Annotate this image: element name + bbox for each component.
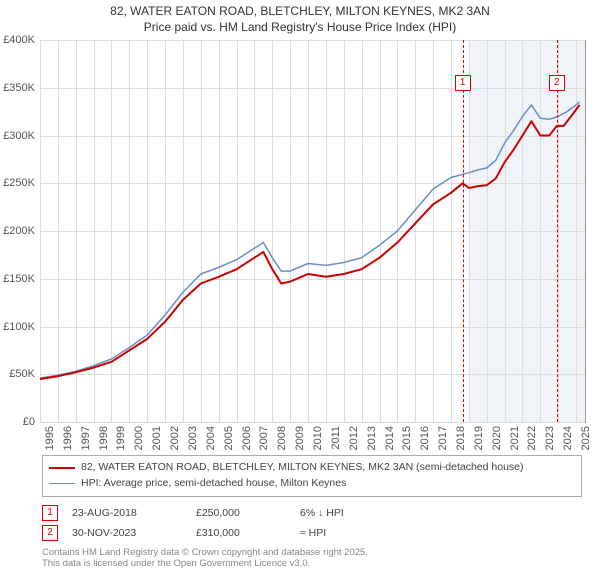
transaction-price: £250,000 [196, 507, 286, 519]
ytick-label: £300K [3, 130, 35, 142]
xtick-label: 2013 [366, 426, 378, 450]
ytick-label: £250K [3, 177, 35, 189]
xtick-label: 2007 [258, 426, 270, 450]
xtick-label: 2012 [348, 426, 360, 450]
legend: 82, WATER EATON ROAD, BLETCHLEY, MILTON … [42, 455, 582, 570]
series-price_paid [40, 105, 580, 379]
footer-line1: Contains HM Land Registry data © Crown c… [42, 547, 582, 559]
xtick-label: 1995 [44, 426, 56, 450]
xtick-label: 2014 [384, 426, 396, 450]
xtick-label: 2018 [455, 426, 467, 450]
transaction-date: 30-NOV-2023 [72, 527, 182, 539]
series-hpi [40, 102, 580, 378]
xtick-label: 2004 [205, 426, 217, 450]
footer-line2: This data is licensed under the Open Gov… [42, 558, 582, 570]
xtick-label: 1998 [98, 426, 110, 450]
xtick-label: 2000 [133, 426, 145, 450]
legend-row-price-paid: 82, WATER EATON ROAD, BLETCHLEY, MILTON … [49, 460, 575, 476]
xtick-label: 2003 [187, 426, 199, 450]
legend-box: 82, WATER EATON ROAD, BLETCHLEY, MILTON … [42, 455, 582, 497]
marker-box: 1 [455, 75, 471, 91]
transaction-price: £310,000 [196, 527, 286, 539]
chart-area: 12 £0£50K£100K£150K£200K£250K£300K£350K£… [40, 40, 585, 422]
xtick-label: 2005 [223, 426, 235, 450]
xtick-label: 2011 [330, 426, 342, 450]
xtick-label: 2020 [491, 426, 503, 450]
ytick-label: £400K [3, 34, 35, 46]
legend-label-hpi: HPI: Average price, semi-detached house,… [81, 476, 346, 492]
xtick-label: 1997 [80, 426, 92, 450]
transaction-row: 1 23-AUG-2018 £250,000 6% ↓ HPI [42, 503, 582, 523]
transactions-table: 1 23-AUG-2018 £250,000 6% ↓ HPI 2 30-NOV… [42, 503, 582, 543]
chart-title-line1: 82, WATER EATON ROAD, BLETCHLEY, MILTON … [0, 4, 600, 20]
marker-box: 2 [549, 75, 565, 91]
ytick-label: £350K [3, 82, 35, 94]
xtick-label: 2006 [241, 426, 253, 450]
transaction-row: 2 30-NOV-2023 £310,000 ≈ HPI [42, 523, 582, 543]
legend-label-price-paid: 82, WATER EATON ROAD, BLETCHLEY, MILTON … [81, 460, 524, 476]
gridline-h [40, 422, 585, 423]
xtick-label: 2022 [526, 426, 538, 450]
transaction-date: 23-AUG-2018 [72, 507, 182, 519]
ytick-label: £50K [9, 368, 35, 380]
xtick-label: 2002 [169, 426, 181, 450]
xtick-label: 2025 [580, 426, 592, 450]
xtick-label: 2023 [544, 426, 556, 450]
legend-row-hpi: HPI: Average price, semi-detached house,… [49, 476, 575, 492]
xtick-label: 2008 [276, 426, 288, 450]
ytick-label: £0 [23, 416, 35, 428]
ytick-label: £150K [3, 273, 35, 285]
xtick-label: 2009 [294, 426, 306, 450]
ytick-label: £100K [3, 321, 35, 333]
legend-swatch-price-paid [49, 467, 75, 469]
xtick-label: 2010 [312, 426, 324, 450]
xtick-label: 2024 [562, 426, 574, 450]
chart-title-line2: Price paid vs. HM Land Registry's House … [0, 20, 600, 36]
ytick-label: £200K [3, 225, 35, 237]
xtick-label: 1996 [62, 426, 74, 450]
legend-swatch-hpi [49, 483, 75, 484]
marker-badge: 2 [42, 525, 58, 541]
xtick-label: 2015 [401, 426, 413, 450]
transaction-delta: ≈ HPI [300, 527, 390, 539]
marker-vline [557, 40, 558, 422]
xtick-label: 2016 [419, 426, 431, 450]
xtick-label: 1999 [115, 426, 127, 450]
marker-badge: 1 [42, 505, 58, 521]
xtick-label: 2017 [437, 426, 449, 450]
xtick-label: 2019 [473, 426, 485, 450]
xtick-label: 2001 [151, 426, 163, 450]
marker-vline [463, 40, 464, 422]
transaction-delta: 6% ↓ HPI [300, 507, 390, 519]
line-series-layer [40, 40, 585, 422]
xtick-label: 2021 [509, 426, 521, 450]
footer: Contains HM Land Registry data © Crown c… [42, 547, 582, 570]
